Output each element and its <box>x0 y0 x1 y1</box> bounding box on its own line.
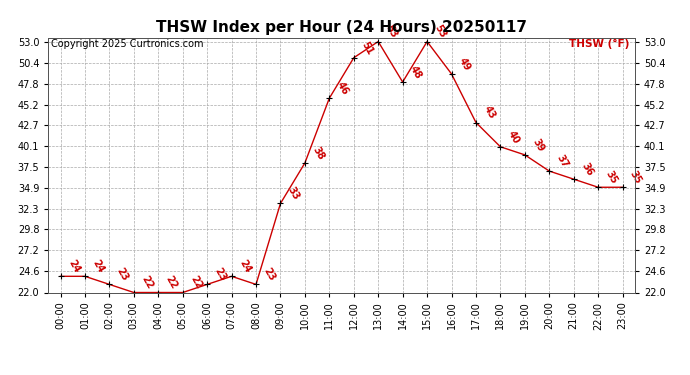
Text: 49: 49 <box>457 56 473 72</box>
Text: 22: 22 <box>188 274 204 291</box>
Text: 37: 37 <box>555 153 570 170</box>
Text: 51: 51 <box>359 40 375 56</box>
Text: Copyright 2025 Curtronics.com: Copyright 2025 Curtronics.com <box>51 39 204 49</box>
Text: 39: 39 <box>531 137 546 153</box>
Text: 40: 40 <box>506 129 522 146</box>
Text: 43: 43 <box>482 104 497 121</box>
Text: 24: 24 <box>90 258 106 275</box>
Text: 24: 24 <box>237 258 253 275</box>
Text: 46: 46 <box>335 80 351 97</box>
Text: 23: 23 <box>115 266 130 283</box>
Text: 35: 35 <box>628 169 644 186</box>
Text: 38: 38 <box>310 145 326 162</box>
Text: 24: 24 <box>66 258 81 275</box>
Text: 36: 36 <box>580 161 595 178</box>
Text: 22: 22 <box>139 274 155 291</box>
Text: 23: 23 <box>262 266 277 283</box>
Text: THSW (°F): THSW (°F) <box>569 39 629 49</box>
Text: 53: 53 <box>433 24 448 40</box>
Text: 35: 35 <box>604 169 619 186</box>
Text: 22: 22 <box>164 274 179 291</box>
Text: 33: 33 <box>286 185 302 202</box>
Text: 48: 48 <box>408 64 424 81</box>
Text: 23: 23 <box>213 266 228 283</box>
Title: THSW Index per Hour (24 Hours) 20250117: THSW Index per Hour (24 Hours) 20250117 <box>156 20 527 35</box>
Text: 53: 53 <box>384 24 400 40</box>
